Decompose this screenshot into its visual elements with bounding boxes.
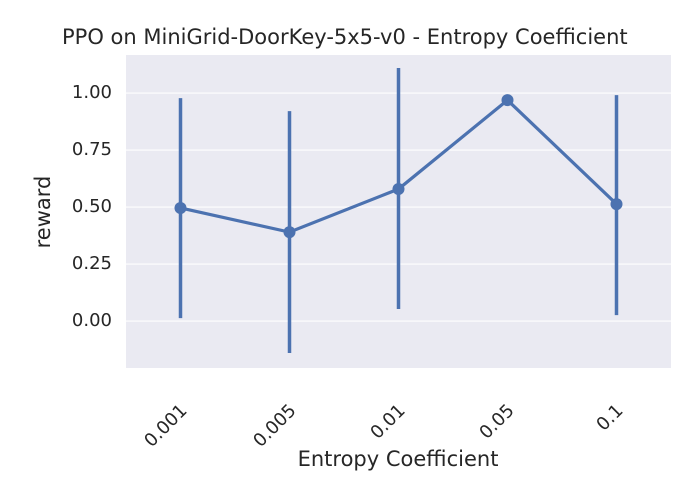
y-tick-label: 0.50 [72, 196, 112, 217]
x-axis-label: Entropy Coefficient [298, 447, 499, 471]
chart-title: PPO on MiniGrid-DoorKey-5x5-v0 - Entropy… [62, 25, 628, 49]
x-tick-label: 0.01 [366, 400, 409, 443]
point [283, 226, 296, 239]
point [610, 198, 623, 211]
x-tick-label: 0.001 [140, 400, 191, 451]
y-tick-label: 0.75 [72, 139, 112, 160]
point [392, 183, 405, 196]
x-tick-label: 0.005 [249, 400, 300, 451]
y-tick-label: 0.00 [72, 310, 112, 331]
y-axis-label: reward [31, 176, 55, 249]
point [174, 201, 187, 214]
x-tick-label: 0.05 [475, 400, 518, 443]
y-tick-label: 1.00 [72, 82, 112, 103]
x-tick-label: 0.1 [592, 400, 627, 435]
y-tick-label: 0.25 [72, 253, 112, 274]
point [501, 94, 514, 107]
